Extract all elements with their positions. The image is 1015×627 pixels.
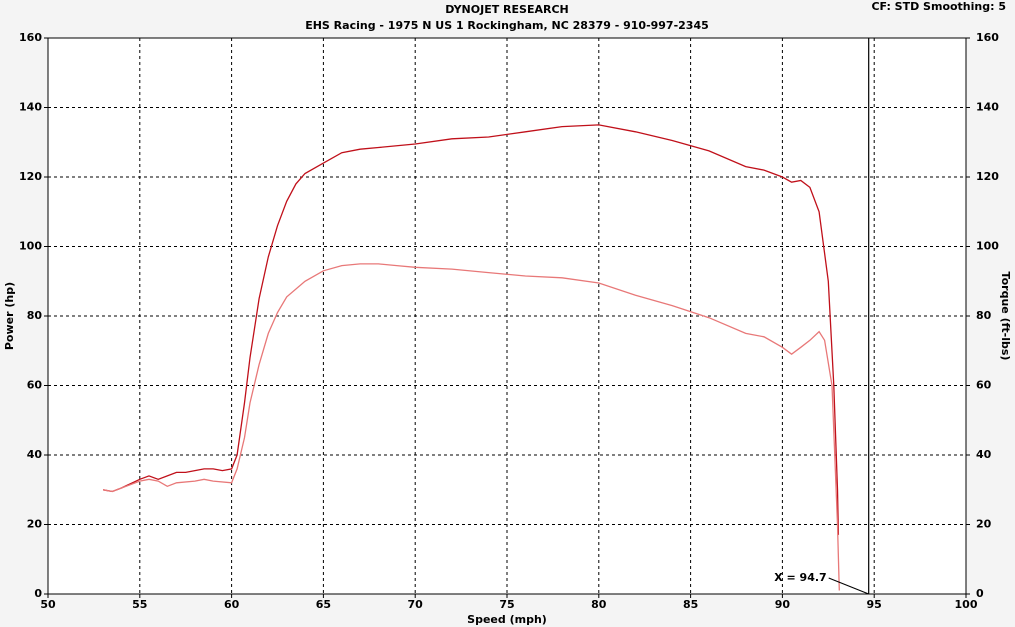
y2-axis-label: Torque (ft-lbs) <box>999 272 1012 361</box>
y-tick-label: 160 <box>19 31 42 44</box>
y-tick-label: 80 <box>27 309 43 322</box>
x-tick-label: 70 <box>408 598 424 611</box>
chart-title: DYNOJET RESEARCH <box>445 3 568 16</box>
cursor-leader <box>828 577 869 595</box>
x-tick-label: 100 <box>955 598 978 611</box>
y-tick-label: 120 <box>19 170 42 183</box>
y2-tick-label: 40 <box>976 448 992 461</box>
x-tick-label: 50 <box>40 598 56 611</box>
x-tick-label: 85 <box>683 598 698 611</box>
x-tick-label: 80 <box>591 598 607 611</box>
series-line <box>102 263 840 591</box>
y2-tick-label: 0 <box>976 587 984 600</box>
x-axis-label: Speed (mph) <box>467 613 547 626</box>
y2-tick-label: 60 <box>976 379 992 392</box>
y-tick-label: 40 <box>27 448 43 461</box>
x-tick-label: 65 <box>316 598 331 611</box>
y2-tick-label: 80 <box>976 309 992 322</box>
series-line <box>102 124 840 535</box>
x-tick-label: 60 <box>224 598 240 611</box>
x-tick-label: 55 <box>132 598 147 611</box>
x-tick-label: 90 <box>775 598 791 611</box>
chart-subtitle: EHS Racing - 1975 N US 1 Rockingham, NC … <box>305 19 709 32</box>
corner-note: CF: STD Smoothing: 5 <box>871 0 1006 13</box>
y-tick-label: 100 <box>19 240 42 253</box>
y-tick-label: 20 <box>27 518 43 531</box>
x-tick-label: 95 <box>867 598 882 611</box>
y-tick-label: 0 <box>34 587 42 600</box>
y2-tick-label: 100 <box>976 240 999 253</box>
y2-tick-label: 120 <box>976 170 999 183</box>
cursor-label: X = 94.7 <box>774 571 827 584</box>
y2-tick-label: 160 <box>976 31 999 44</box>
plot-border <box>47 37 967 595</box>
y-tick-label: 140 <box>19 101 42 114</box>
y2-tick-label: 20 <box>976 518 992 531</box>
x-tick-label: 75 <box>499 598 514 611</box>
y-tick-label: 60 <box>27 379 43 392</box>
y2-tick-label: 140 <box>976 101 999 114</box>
y-axis-label: Power (hp) <box>3 282 16 350</box>
